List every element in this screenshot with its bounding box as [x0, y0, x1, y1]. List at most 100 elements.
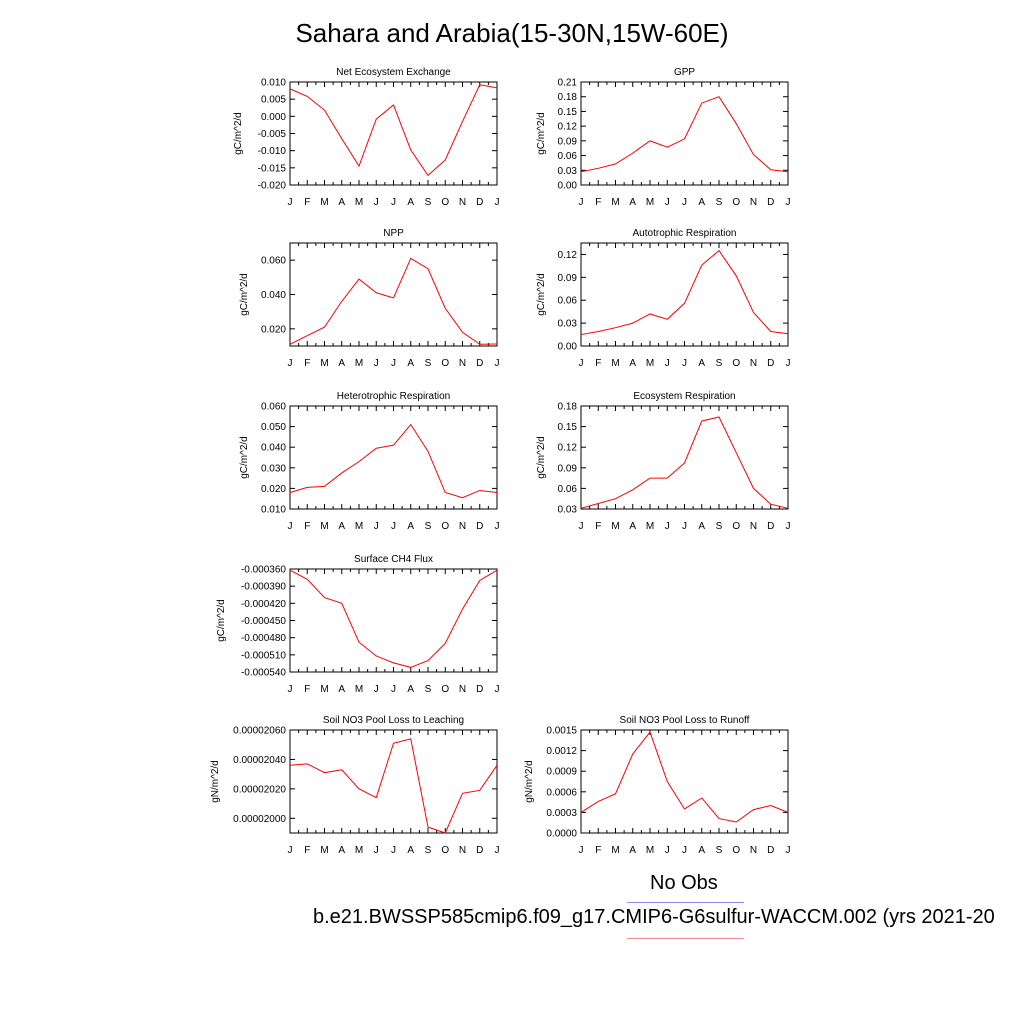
y-tick-label: 0.040 — [261, 290, 286, 301]
x-tick-label: J — [682, 521, 687, 532]
x-tick-label: J — [495, 684, 500, 695]
y-tick-label: 0.03 — [558, 166, 578, 177]
x-tick-label: F — [595, 197, 601, 208]
x-tick-label: A — [698, 358, 705, 369]
y-tick-label: 0.060 — [261, 256, 286, 267]
y-tick-label: 0.040 — [261, 443, 286, 454]
x-tick-label: J — [391, 358, 396, 369]
x-tick-label: S — [716, 521, 723, 532]
y-tick-label: 0.21 — [558, 78, 578, 89]
chart-title: Surface CH4 Flux — [354, 554, 433, 565]
series-line — [580, 249, 789, 336]
y-tick-label: -0.000360 — [241, 565, 286, 576]
x-tick-label: M — [355, 684, 363, 695]
y-tick-label: 0.06 — [558, 484, 578, 495]
x-tick-label: F — [304, 358, 310, 369]
x-tick-label: J — [288, 521, 293, 532]
x-tick-label: A — [338, 197, 345, 208]
x-tick-label: A — [407, 358, 414, 369]
x-tick-label: D — [767, 521, 774, 532]
x-tick-label: J — [665, 845, 670, 856]
y-tick-label: 0.03 — [558, 319, 578, 330]
chart-title: Autotrophic Respiration — [633, 228, 737, 239]
x-tick-label: F — [304, 845, 310, 856]
y-tick-label: 0.12 — [558, 250, 578, 261]
plot-frame — [289, 242, 498, 347]
x-tick-label: D — [476, 358, 483, 369]
x-tick-label: O — [441, 358, 449, 369]
x-tick-label: J — [579, 845, 584, 856]
series-line — [289, 423, 498, 499]
x-tick-label: J — [682, 197, 687, 208]
series-line — [289, 738, 498, 834]
x-tick-label: N — [459, 845, 466, 856]
y-tick-label: 0.00002020 — [233, 784, 286, 795]
x-tick-label: J — [665, 358, 670, 369]
x-tick-label: J — [288, 358, 293, 369]
x-tick-label: D — [476, 684, 483, 695]
x-tick-label: M — [611, 845, 619, 856]
y-tick-label: 0.060 — [261, 402, 286, 413]
chart-title: Ecosystem Respiration — [633, 391, 735, 402]
y-tick-label: 0.010 — [261, 505, 286, 516]
y-tick-label: 0.09 — [558, 273, 578, 284]
x-tick-label: A — [698, 845, 705, 856]
y-axis-label: gC/m^2/d — [536, 112, 547, 155]
x-tick-label: S — [425, 358, 432, 369]
y-tick-label: -0.020 — [258, 181, 287, 192]
legend-obs-label: No Obs — [650, 872, 718, 894]
y-tick-label: -0.000480 — [241, 633, 286, 644]
plot-frame — [289, 405, 498, 510]
x-tick-label: M — [320, 521, 328, 532]
x-tick-label: D — [767, 197, 774, 208]
x-tick-label: N — [459, 197, 466, 208]
x-tick-label: J — [374, 845, 379, 856]
x-tick-label: J — [374, 684, 379, 695]
x-tick-label: N — [459, 521, 466, 532]
series-line — [289, 84, 498, 177]
y-tick-label: 0.000 — [261, 112, 286, 123]
x-tick-label: A — [407, 845, 414, 856]
y-axis-label: gC/m^2/d — [239, 273, 250, 316]
x-tick-label: M — [355, 845, 363, 856]
chart-title: GPP — [674, 67, 695, 78]
x-tick-label: J — [495, 197, 500, 208]
x-tick-label: N — [459, 684, 466, 695]
x-tick-label: S — [716, 197, 723, 208]
x-tick-label: N — [750, 845, 757, 856]
x-tick-label: A — [407, 197, 414, 208]
x-tick-label: N — [750, 358, 757, 369]
y-tick-label: 0.06 — [558, 151, 578, 162]
y-tick-label: -0.000540 — [241, 668, 286, 679]
x-tick-label: M — [611, 358, 619, 369]
y-tick-label: -0.000390 — [241, 582, 286, 593]
x-tick-label: J — [786, 197, 791, 208]
y-tick-label: -0.000450 — [241, 616, 286, 627]
x-tick-label: M — [646, 845, 654, 856]
x-tick-label: F — [304, 521, 310, 532]
y-axis-label: gC/m^2/d — [233, 112, 244, 155]
x-tick-label: A — [338, 358, 345, 369]
y-axis-label: gC/m^2/d — [536, 436, 547, 479]
y-tick-label: 0.12 — [558, 122, 578, 133]
chart-title: NPP — [383, 228, 404, 239]
x-tick-label: J — [682, 845, 687, 856]
plot-frame — [580, 405, 789, 510]
x-tick-label: M — [646, 521, 654, 532]
legend-case-line — [627, 938, 744, 939]
x-tick-label: J — [288, 197, 293, 208]
x-tick-label: D — [476, 521, 483, 532]
x-tick-label: J — [495, 845, 500, 856]
y-axis-label: gC/m^2/d — [239, 436, 250, 479]
x-tick-label: M — [611, 521, 619, 532]
x-tick-label: S — [716, 358, 723, 369]
x-tick-label: O — [441, 197, 449, 208]
y-axis-label: gN/m^2/d — [210, 760, 221, 803]
x-tick-label: J — [495, 358, 500, 369]
chart-title: Heterotrophic Respiration — [337, 391, 450, 402]
y-tick-label: 0.050 — [261, 422, 286, 433]
figure-title: Sahara and Arabia(15-30N,15W-60E) — [295, 18, 729, 48]
x-tick-label: J — [374, 358, 379, 369]
x-tick-label: A — [629, 358, 636, 369]
x-tick-label: J — [665, 197, 670, 208]
